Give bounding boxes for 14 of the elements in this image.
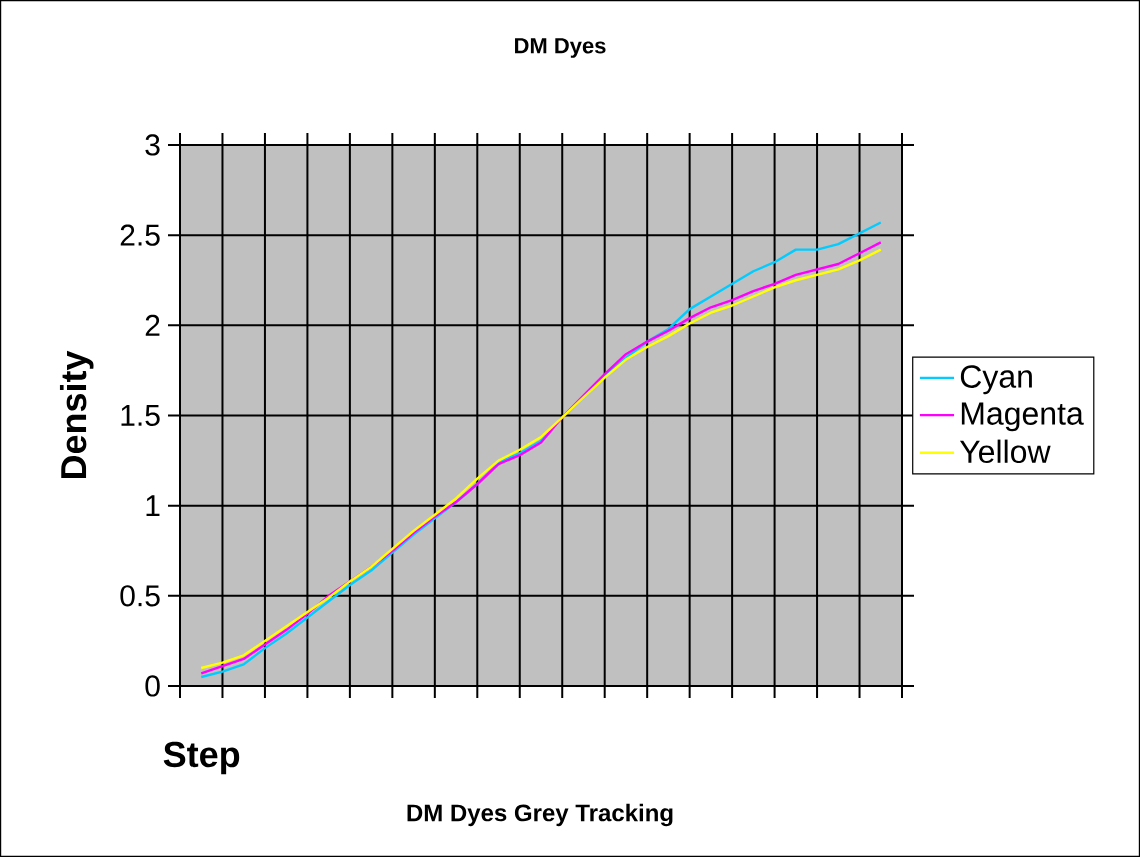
x-axis-title: Step <box>163 741 240 775</box>
y-axis-title: Density <box>59 350 94 479</box>
y-tick-label: 1.5 <box>121 405 160 426</box>
legend-label: Yellow <box>959 439 1051 464</box>
y-tick-label: 2.5 <box>120 224 160 246</box>
y-tick-label: 0 <box>145 675 160 697</box>
y-tick-label: 1 <box>146 495 160 516</box>
legend-label: Cyan <box>960 365 1032 395</box>
y-tick-label: 2 <box>145 314 160 336</box>
legend-label: Magenta <box>961 402 1084 432</box>
y-tick-label: 3 <box>145 134 160 156</box>
chart-title: DM Dyes <box>515 38 606 58</box>
text: DM Dyes Grey Tracking <box>407 803 673 827</box>
y-tick-label: 0.5 <box>120 585 160 607</box>
